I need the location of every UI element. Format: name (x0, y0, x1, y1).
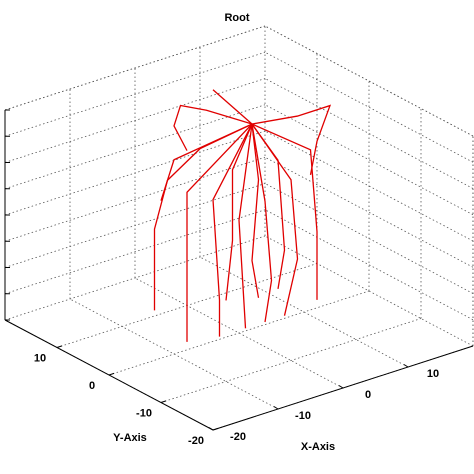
x-tick-label: -10 (295, 410, 311, 422)
grid-line (4, 51, 266, 137)
root-line (186, 123, 253, 342)
root-line (238, 123, 253, 329)
grid-line (4, 130, 266, 216)
grid-line (4, 25, 266, 111)
x-axis-label: X-Axis (301, 441, 335, 453)
root-line (160, 123, 253, 201)
y-tick (108, 372, 115, 376)
grid-line (264, 25, 474, 137)
root-line (251, 123, 286, 290)
grid-line (4, 209, 266, 295)
x-tick (273, 406, 279, 410)
grid-line (4, 156, 266, 242)
grid-line (264, 183, 474, 294)
grid-line (4, 78, 266, 163)
grid-line (264, 51, 474, 163)
root-line (251, 123, 260, 298)
x-tick-label: 0 (365, 389, 371, 401)
x-tick (403, 364, 409, 368)
grid-line (108, 290, 370, 376)
grid-line (69, 298, 279, 410)
y-axis-label: Y-Axis (113, 432, 147, 444)
x-tick-label: -20 (230, 431, 246, 443)
y-tick-label: -20 (188, 435, 204, 447)
root-line (212, 123, 253, 337)
root-line (251, 104, 332, 175)
x-tick-label: 10 (427, 368, 439, 380)
y-tick (212, 427, 219, 431)
y-tick-label: -10 (136, 407, 152, 419)
grid-line (4, 104, 266, 190)
chart-title: Root (224, 12, 249, 24)
grid-line (4, 235, 266, 321)
grid-line (264, 156, 474, 268)
root-line (251, 123, 273, 323)
x-tick (208, 427, 214, 431)
grid-line (264, 78, 474, 189)
grid-line (264, 130, 474, 242)
grid-line (264, 209, 474, 321)
root-line (251, 123, 318, 300)
grid-line (160, 318, 422, 403)
grid-line (134, 277, 344, 389)
grid-line (4, 183, 266, 268)
y-tick-label: 10 (34, 352, 46, 364)
x-tick (338, 385, 344, 389)
root-line (225, 123, 253, 301)
grid-line (264, 104, 474, 216)
grid-line (199, 256, 409, 368)
root-line (212, 89, 253, 125)
y-tick (56, 345, 63, 348)
y-tick-label: 0 (89, 380, 95, 392)
y-tick (160, 400, 167, 403)
root-line (173, 104, 253, 151)
grid-line (264, 235, 474, 347)
